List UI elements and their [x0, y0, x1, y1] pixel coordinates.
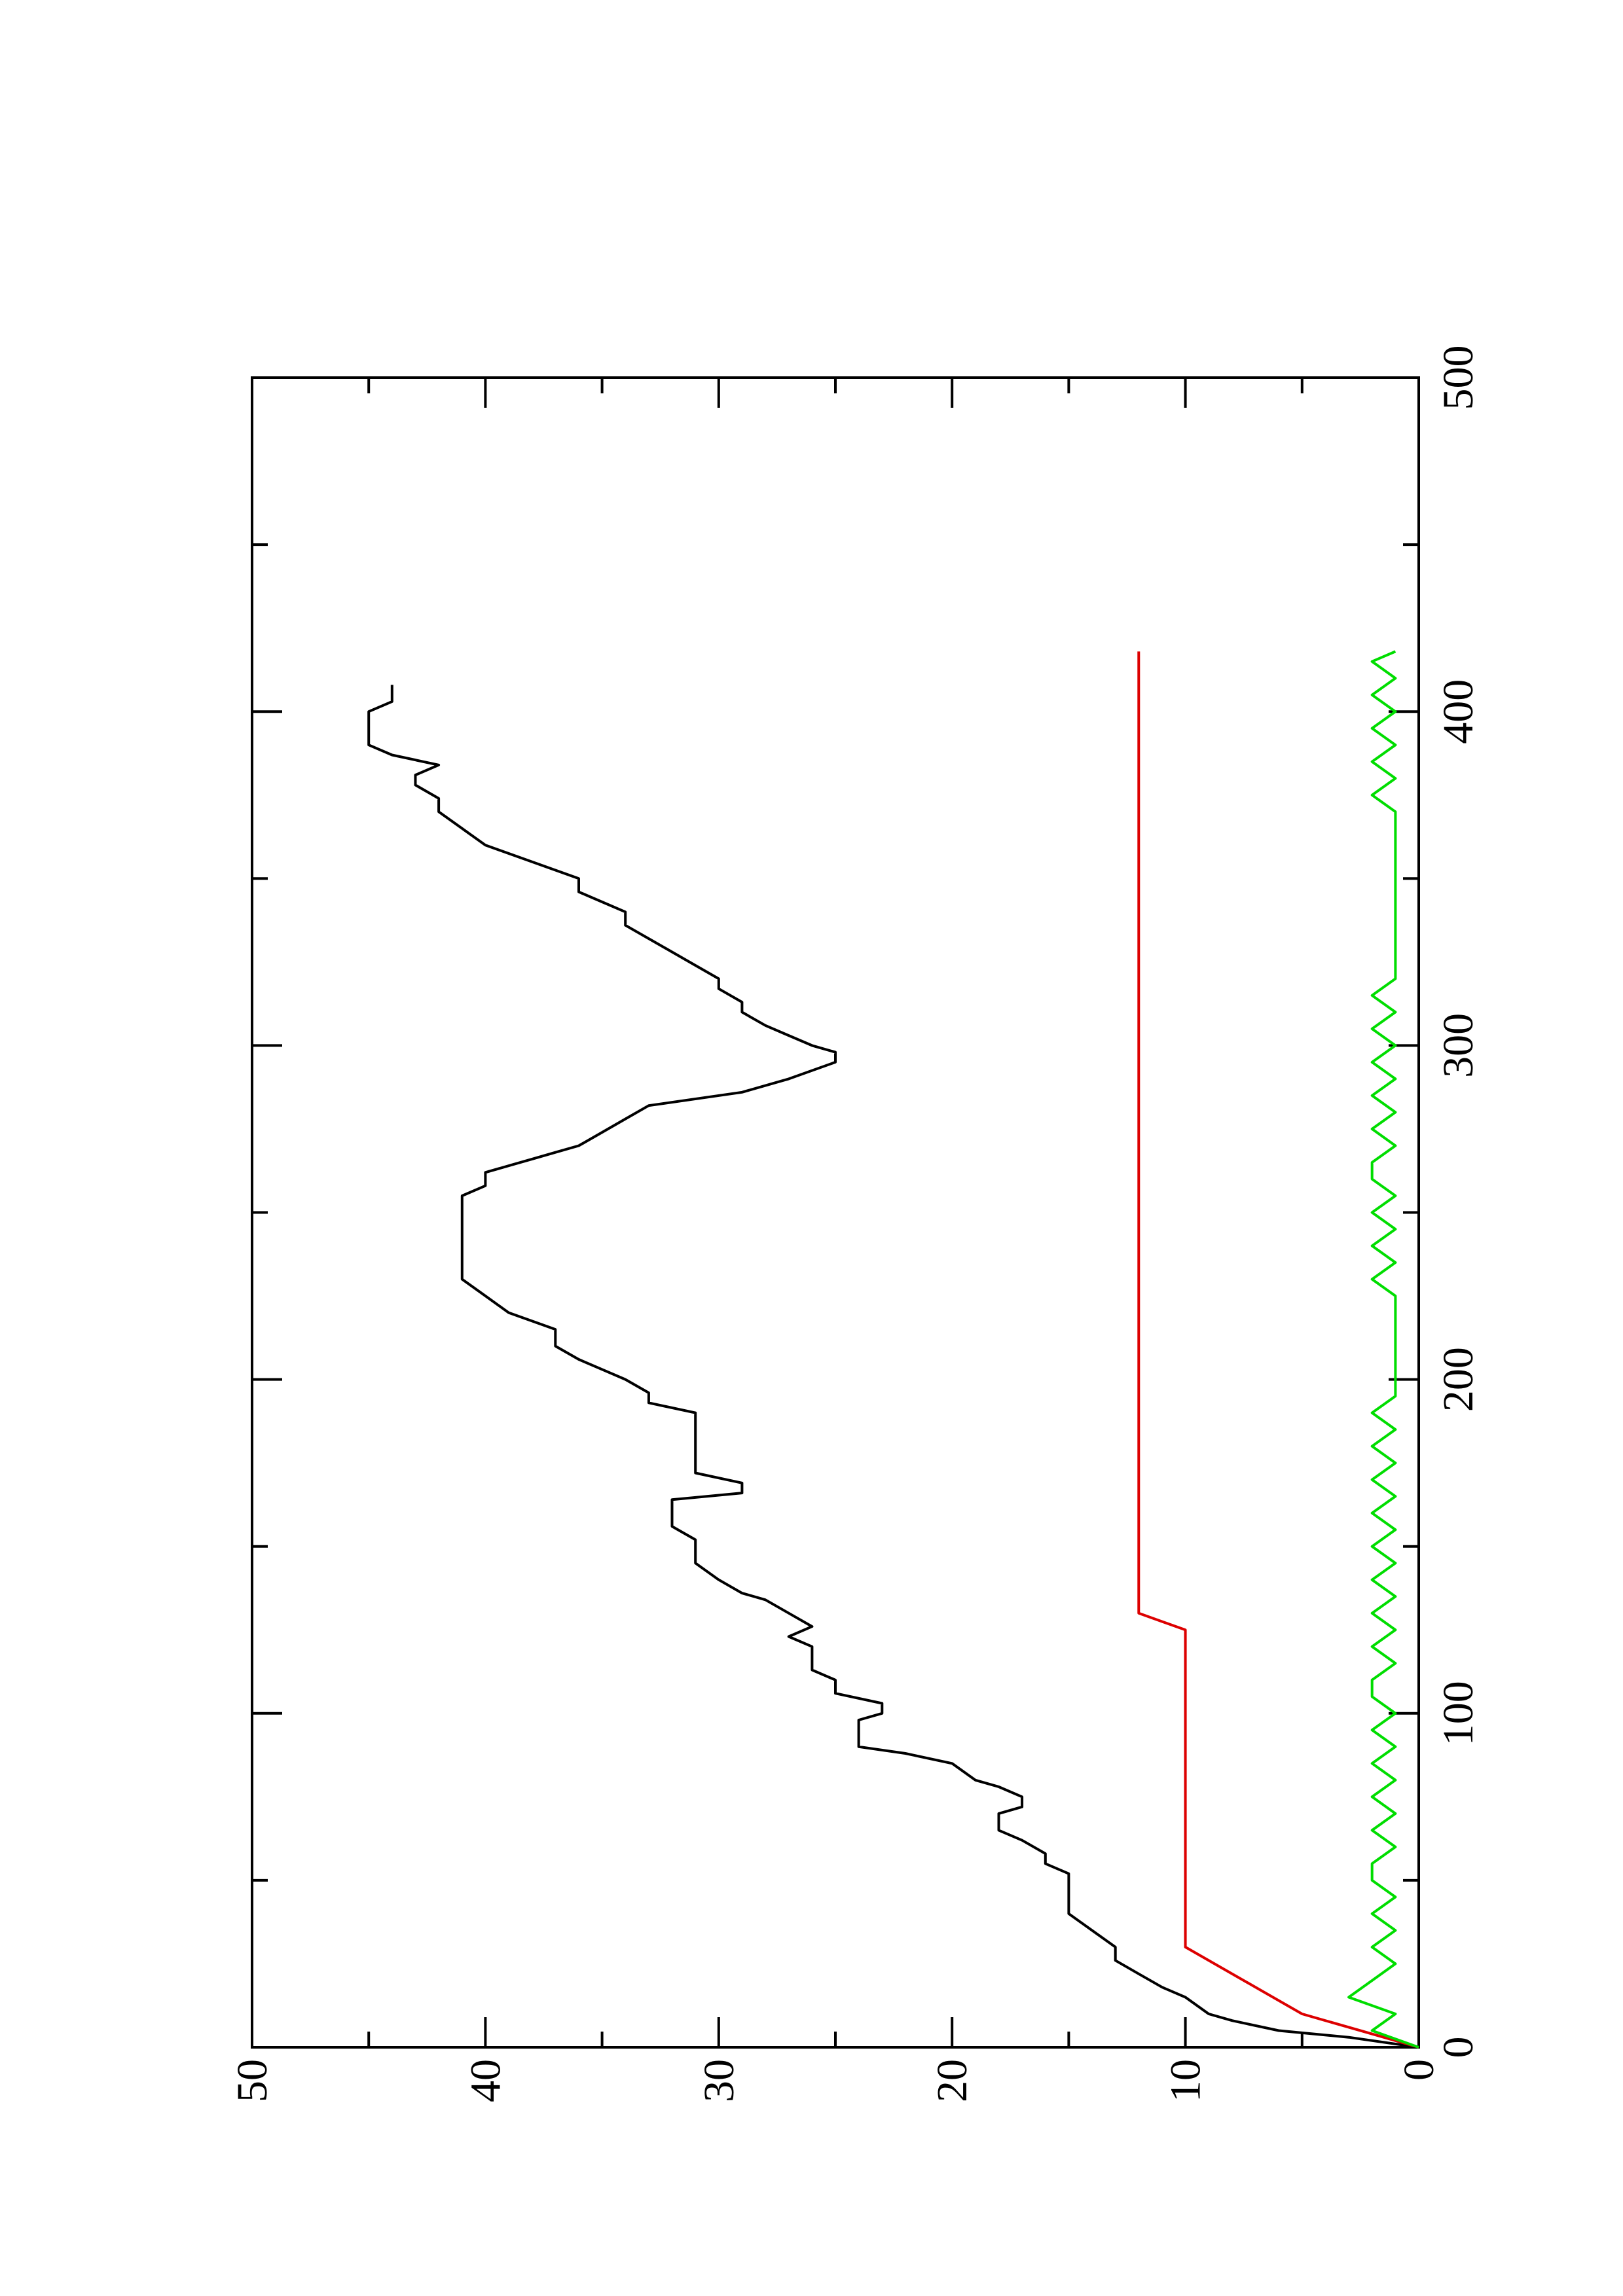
y-tick-label: 50 [228, 2059, 276, 2102]
y-tick-label: 40 [462, 2059, 509, 2102]
x-tick-label: 200 [1434, 1347, 1482, 1412]
series-line-1 [367, 685, 1419, 2049]
y-tick-label: 10 [1162, 2059, 1210, 2102]
x-tick-label: 100 [1434, 1681, 1482, 1746]
series-lines [367, 650, 1419, 2049]
tick-labels: 0 100 200 300 400 500 0 10 20 30 40 50 [228, 346, 1482, 2103]
x-tick-label: 400 [1434, 679, 1482, 744]
y-tick-label: 0 [1395, 2059, 1443, 2081]
y-tick-label: 30 [695, 2059, 743, 2102]
x-tick-label: 300 [1434, 1013, 1482, 1078]
y-tick-label: 20 [928, 2059, 976, 2102]
series-line-2 [1137, 651, 1419, 2049]
x-tick-label: 500 [1434, 346, 1482, 410]
series-line-3 [1347, 650, 1419, 2049]
x-tick-label: 0 [1434, 2037, 1482, 2058]
axis-ticks [251, 376, 1420, 2049]
